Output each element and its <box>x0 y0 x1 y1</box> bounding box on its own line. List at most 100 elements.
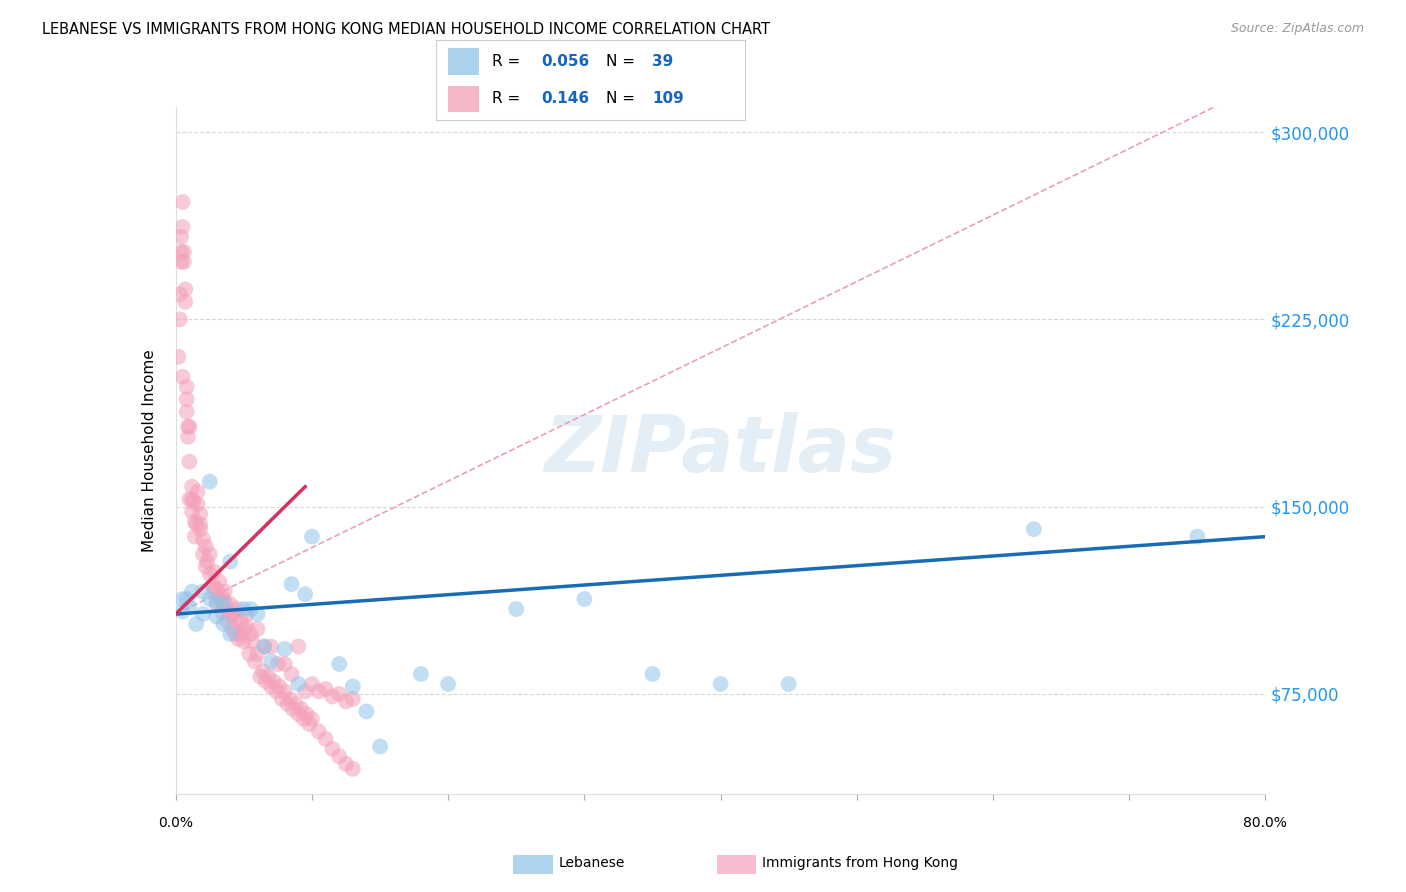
Point <box>176 392 198 407</box>
Point <box>219 597 242 611</box>
Point <box>246 622 269 636</box>
Point <box>301 530 323 544</box>
Text: 0.0%: 0.0% <box>159 816 193 830</box>
Point <box>194 540 217 554</box>
Point <box>181 492 204 507</box>
Point <box>205 594 228 608</box>
Point <box>202 580 225 594</box>
Point <box>188 522 211 536</box>
Point <box>301 712 323 726</box>
Point <box>198 547 221 561</box>
Point <box>328 687 350 701</box>
Point <box>167 350 190 364</box>
Point <box>356 705 378 719</box>
Point <box>232 622 254 636</box>
Point <box>243 655 266 669</box>
Point <box>278 692 301 706</box>
Bar <box>449 48 479 75</box>
Point <box>232 634 254 648</box>
Point <box>198 567 221 582</box>
Text: 39: 39 <box>652 54 673 70</box>
Point <box>205 582 228 596</box>
Point <box>211 590 233 604</box>
Text: R =: R = <box>492 91 524 106</box>
Point <box>238 647 260 661</box>
Point <box>177 430 200 444</box>
Point <box>217 602 239 616</box>
Point <box>1187 530 1209 544</box>
Point <box>253 640 276 654</box>
Point <box>235 619 257 633</box>
Text: R =: R = <box>492 54 524 70</box>
Point <box>217 615 239 629</box>
Point <box>186 484 209 499</box>
Point <box>184 515 207 529</box>
Point <box>253 640 276 654</box>
Point <box>335 756 357 771</box>
Point <box>176 405 198 419</box>
Point <box>198 592 221 607</box>
Point <box>172 219 194 234</box>
Point <box>235 607 257 621</box>
Point <box>174 282 197 296</box>
Point <box>276 697 298 711</box>
Point <box>194 559 217 574</box>
Point <box>202 582 225 596</box>
Point <box>254 674 277 689</box>
Point <box>342 680 364 694</box>
Point <box>274 642 297 657</box>
Point <box>186 517 208 532</box>
Text: Lebanese: Lebanese <box>558 856 624 871</box>
Point <box>328 749 350 764</box>
Point <box>280 577 302 591</box>
Point <box>308 724 330 739</box>
Point <box>335 694 357 708</box>
Point <box>176 592 198 607</box>
Point <box>191 547 214 561</box>
Point <box>260 640 283 654</box>
Point <box>321 690 343 704</box>
Point <box>195 555 218 569</box>
Text: 80.0%: 80.0% <box>1243 816 1288 830</box>
Point <box>225 612 247 626</box>
Point <box>239 627 262 641</box>
Point <box>214 584 236 599</box>
Point <box>179 599 201 614</box>
Text: Source: ZipAtlas.com: Source: ZipAtlas.com <box>1230 22 1364 36</box>
Point <box>295 706 318 721</box>
Point <box>172 605 194 619</box>
Point <box>179 419 201 434</box>
Y-axis label: Median Household Income: Median Household Income <box>142 349 157 552</box>
Point <box>246 607 269 621</box>
Point <box>191 584 214 599</box>
Point <box>214 594 236 608</box>
Point <box>252 665 274 679</box>
Point <box>173 244 195 259</box>
Point <box>219 609 242 624</box>
Point <box>315 731 337 746</box>
Text: 0.146: 0.146 <box>541 91 589 106</box>
Point <box>226 602 249 616</box>
Point <box>231 627 253 641</box>
Point <box>170 244 193 259</box>
Text: N =: N = <box>606 54 640 70</box>
Point <box>219 555 242 569</box>
Point <box>505 602 527 616</box>
Point <box>191 532 214 546</box>
Point <box>231 615 253 629</box>
Point <box>179 455 201 469</box>
Text: N =: N = <box>606 91 640 106</box>
Point <box>294 684 316 698</box>
Point <box>172 592 194 607</box>
Point <box>342 692 364 706</box>
Point <box>181 584 204 599</box>
Point <box>315 681 337 696</box>
Point <box>710 677 733 691</box>
Point <box>292 712 315 726</box>
Point <box>267 657 290 671</box>
Point <box>257 669 280 683</box>
Point <box>198 475 221 489</box>
Point <box>208 590 231 604</box>
Text: Immigrants from Hong Kong: Immigrants from Hong Kong <box>762 856 957 871</box>
Point <box>188 517 211 532</box>
